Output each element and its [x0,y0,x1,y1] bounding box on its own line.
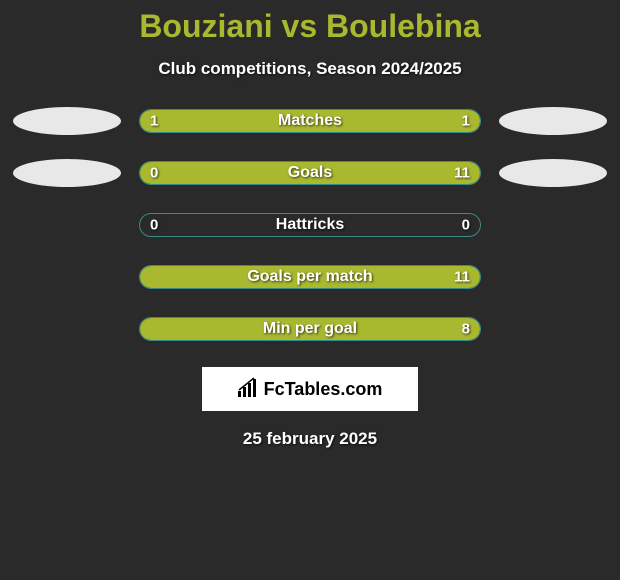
stat-bar: 1 Matches 1 [139,109,481,133]
oval-spacer [13,315,121,343]
stat-row: Min per goal 8 [0,315,620,343]
stat-bar: 0 Goals 11 [139,161,481,185]
stat-label: Hattricks [276,216,344,234]
stat-right-value: 1 [462,113,470,130]
stat-right-value: 11 [454,165,470,182]
stat-left-value: 1 [150,113,158,130]
stats-comparison: Bouziani vs Boulebina Club competitions,… [0,0,620,449]
stat-left-value: 0 [150,217,158,234]
stat-right-value: 11 [454,269,470,286]
brand-box: FcTables.com [202,367,418,411]
stat-row: 1 Matches 1 [0,107,620,135]
player-right-oval [499,107,607,135]
stat-bar: Min per goal 8 [139,317,481,341]
stat-label: Goals [288,164,332,182]
oval-spacer [499,263,607,291]
stat-row: 0 Goals 11 [0,159,620,187]
oval-spacer [13,263,121,291]
player-right-oval [499,159,607,187]
player-left-oval [13,159,121,187]
stat-label: Goals per match [247,268,372,286]
stat-row: 0 Hattricks 0 [0,211,620,239]
stat-label: Matches [278,112,342,130]
stat-row: Goals per match 11 [0,263,620,291]
stat-right-value: 8 [462,321,470,338]
stat-right-value: 0 [462,217,470,234]
stat-bar: Goals per match 11 [139,265,481,289]
brand-text: FcTables.com [264,379,383,400]
stat-left-value: 0 [150,165,158,182]
bars-icon [238,377,260,402]
date-text: 25 february 2025 [0,429,620,449]
stat-label: Min per goal [263,320,357,338]
page-title: Bouziani vs Boulebina [0,8,620,45]
subtitle: Club competitions, Season 2024/2025 [0,59,620,79]
stat-rows: 1 Matches 1 0 Goals 11 0 Hattricks 0 Goals per ma… [0,107,620,343]
oval-spacer [499,211,607,239]
player-left-oval [13,107,121,135]
oval-spacer [13,211,121,239]
oval-spacer [499,315,607,343]
stat-bar: 0 Hattricks 0 [139,213,481,237]
